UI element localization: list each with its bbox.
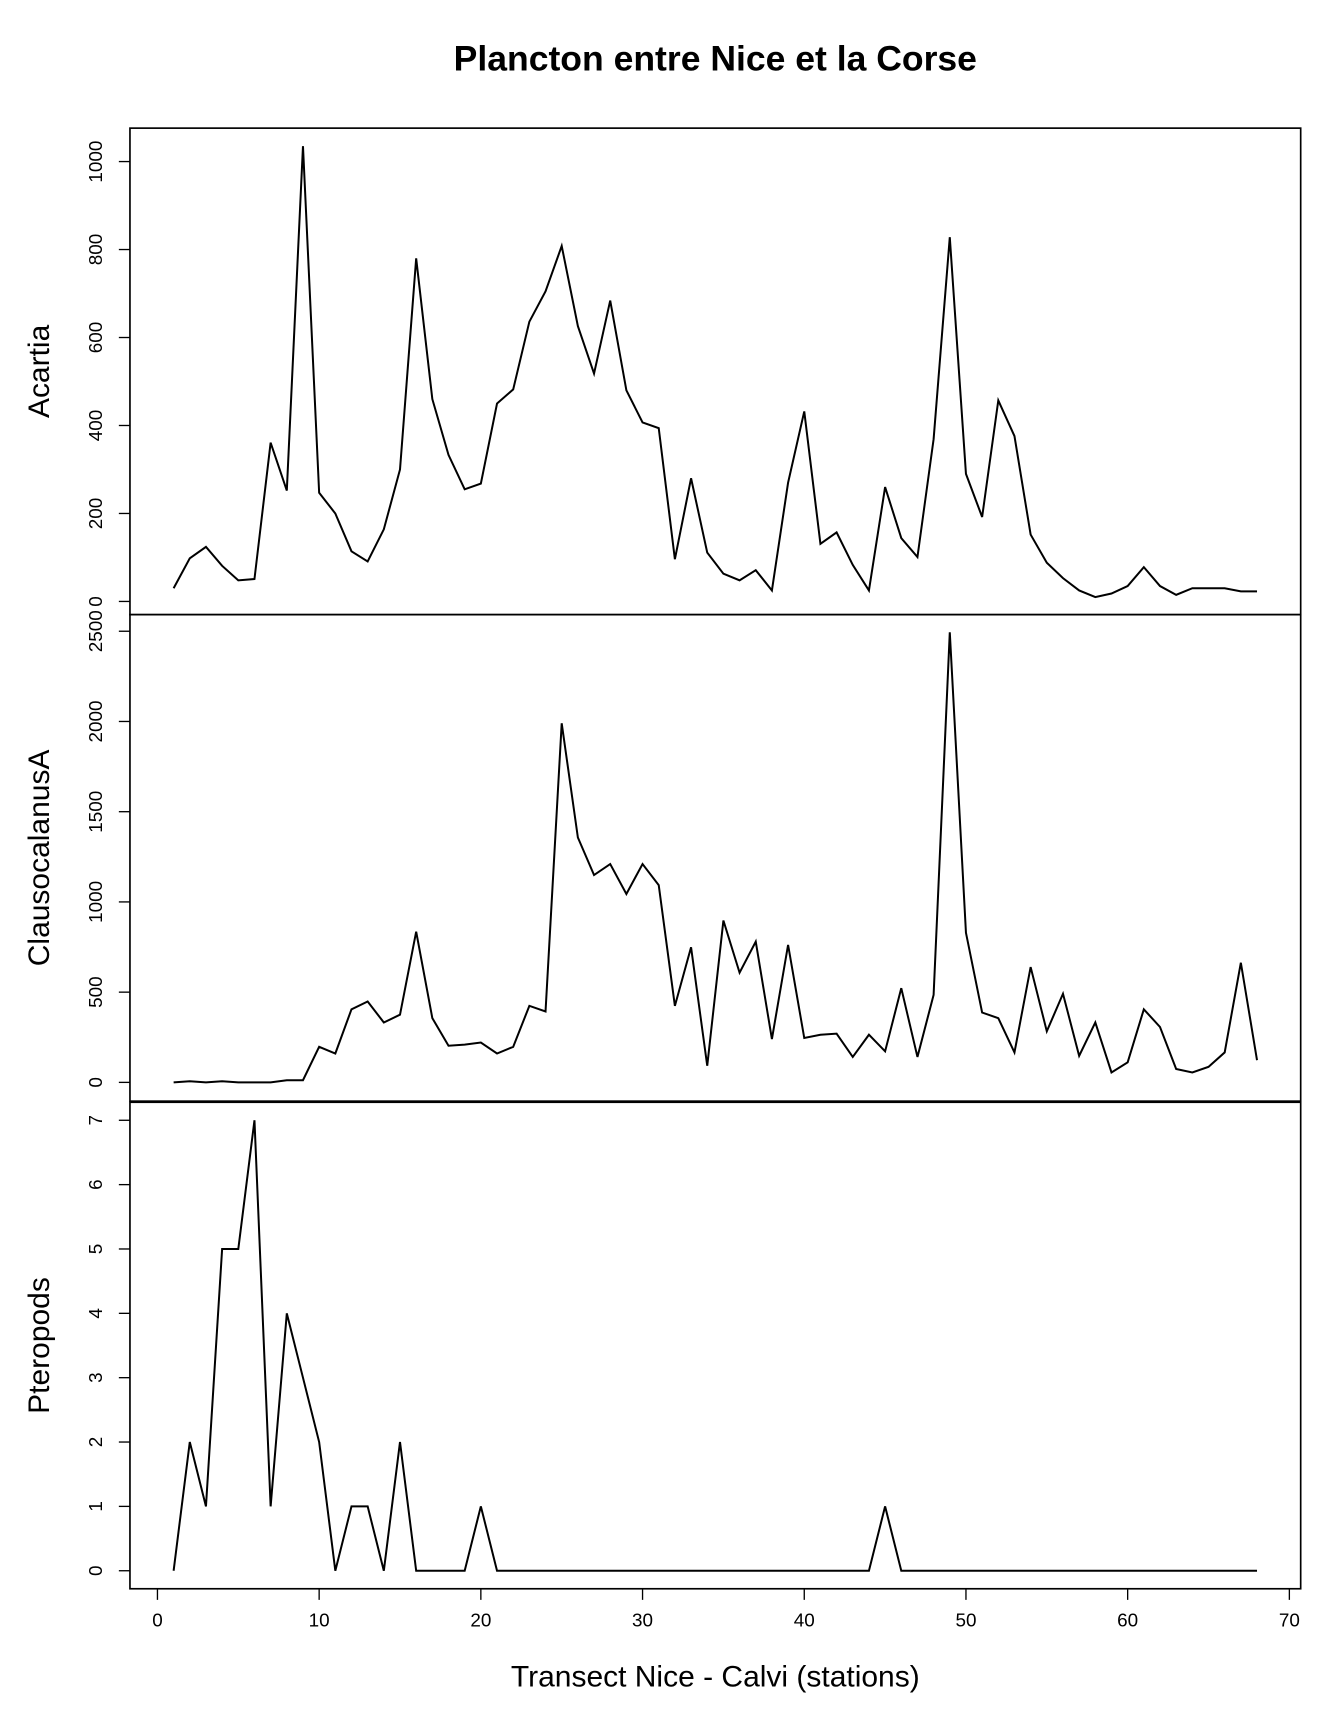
y-tick-label: 4 <box>86 1308 107 1319</box>
x-axis-label: Transect Nice - Calvi (stations) <box>511 1661 920 1694</box>
x-tick-label: 10 <box>309 1611 330 1632</box>
y-tick-label: 3 <box>86 1372 107 1383</box>
y-tick-label: 600 <box>86 322 107 354</box>
x-tick-label: 70 <box>1279 1611 1300 1632</box>
y-tick-label: 1 <box>86 1501 107 1512</box>
y-axis-label: Acartia <box>23 324 56 418</box>
y-tick-label: 7 <box>86 1115 107 1126</box>
data-line <box>172 1120 1258 1572</box>
x-tick-label: 60 <box>1117 1611 1138 1632</box>
y-axis-label: Pteropods <box>23 1277 56 1414</box>
y-tick-label: 2500 <box>86 610 107 652</box>
y-tick-label: 1000 <box>86 141 107 183</box>
y-tick-label: 0 <box>86 1565 107 1576</box>
panel-frame <box>129 613 1302 1102</box>
x-tick-label: 30 <box>632 1611 653 1632</box>
y-tick-label: 500 <box>86 976 107 1008</box>
y-tick-label: 800 <box>86 234 107 265</box>
y-tick-label: 2 <box>86 1437 107 1448</box>
y-tick-label: 200 <box>86 498 107 530</box>
y-tick-label: 0 <box>86 1077 107 1088</box>
chart-title: Plancton entre Nice et la Corse <box>454 38 977 78</box>
x-tick-label: 50 <box>955 1611 976 1632</box>
y-tick-label: 0 <box>86 596 107 607</box>
x-tick-label: 20 <box>470 1611 491 1632</box>
y-tick-label: 2000 <box>86 700 107 742</box>
x-tick-label: 40 <box>794 1611 815 1632</box>
y-tick-label: 5 <box>86 1244 107 1255</box>
data-line <box>172 146 1258 599</box>
x-tick-label: 0 <box>152 1611 163 1632</box>
y-tick-label: 1500 <box>86 791 107 833</box>
y-tick-label: 1000 <box>86 881 107 923</box>
data-line <box>173 632 1259 1084</box>
y-tick-label: 400 <box>86 410 107 442</box>
panel-frame <box>129 1101 1302 1590</box>
y-tick-label: 6 <box>86 1179 107 1190</box>
y-axis-label: ClausocalanusA <box>23 750 56 967</box>
